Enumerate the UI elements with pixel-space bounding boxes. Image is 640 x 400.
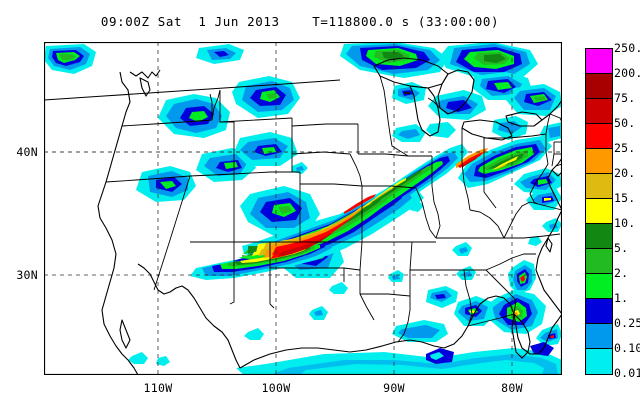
x-tick-label-90w: 90W [383, 381, 405, 395]
colorbar-label-025: 0.25 [614, 316, 640, 330]
precip-cell-pacific-northwest [44, 44, 96, 74]
colorbar-label-250: 250. [614, 41, 640, 55]
colorbar-label-010: 0.10 [614, 341, 640, 355]
x-tick-label-80w: 80W [501, 381, 523, 395]
map-canvas [44, 42, 562, 375]
precip-cell-great-lakes [340, 42, 562, 142]
colorbar-label-15: 15. [614, 191, 636, 205]
colorbar-band-200 [586, 74, 612, 99]
colorbar-band-10 [586, 224, 612, 249]
colorbar-label-25: 25. [614, 141, 636, 155]
colorbar-band-15 [586, 199, 612, 224]
y-tick-label-40n: 40N [16, 145, 38, 159]
colorbar-band-25 [586, 149, 612, 174]
colorbar-label-001: 0.01 [614, 366, 640, 380]
colorbar-band-025 [586, 324, 612, 349]
y-tick-label-30n: 30N [16, 268, 38, 282]
colorbar-band-1 [586, 299, 612, 324]
colorbar-band-250 [586, 49, 612, 74]
x-tick-label-110w: 110W [143, 381, 173, 395]
colorbar-band-010 [586, 349, 612, 374]
colorbar-band-20 [586, 174, 612, 199]
colorbar-band-5 [586, 249, 612, 274]
page-title: 09:00Z Sat 1 Jun 2013 T=118800.0 s (33:0… [100, 14, 500, 29]
colorbar-label-75: 75. [614, 91, 636, 105]
colorbar-band-2 [586, 274, 612, 299]
colorbar [585, 48, 613, 375]
colorbar-band-75 [586, 99, 612, 124]
map-coastlines [44, 57, 562, 375]
precip-cell-appalachian [458, 136, 562, 210]
colorbar-label-1: 1. [614, 291, 629, 305]
colorbar-label-200: 200. [614, 66, 640, 80]
map-state-borders [105, 75, 562, 343]
precip-cell-southeast [128, 162, 562, 375]
colorbar-label-20: 20. [614, 166, 636, 180]
colorbar-label-50: 50. [614, 116, 636, 130]
precip-squall-line-main [190, 144, 488, 280]
x-tick-label-100w: 100W [261, 381, 291, 395]
colorbar-label-10: 10. [614, 216, 636, 230]
colorbar-band-50 [586, 124, 612, 149]
colorbar-label-2: 2. [614, 266, 629, 280]
colorbar-label-5: 5. [614, 241, 629, 255]
